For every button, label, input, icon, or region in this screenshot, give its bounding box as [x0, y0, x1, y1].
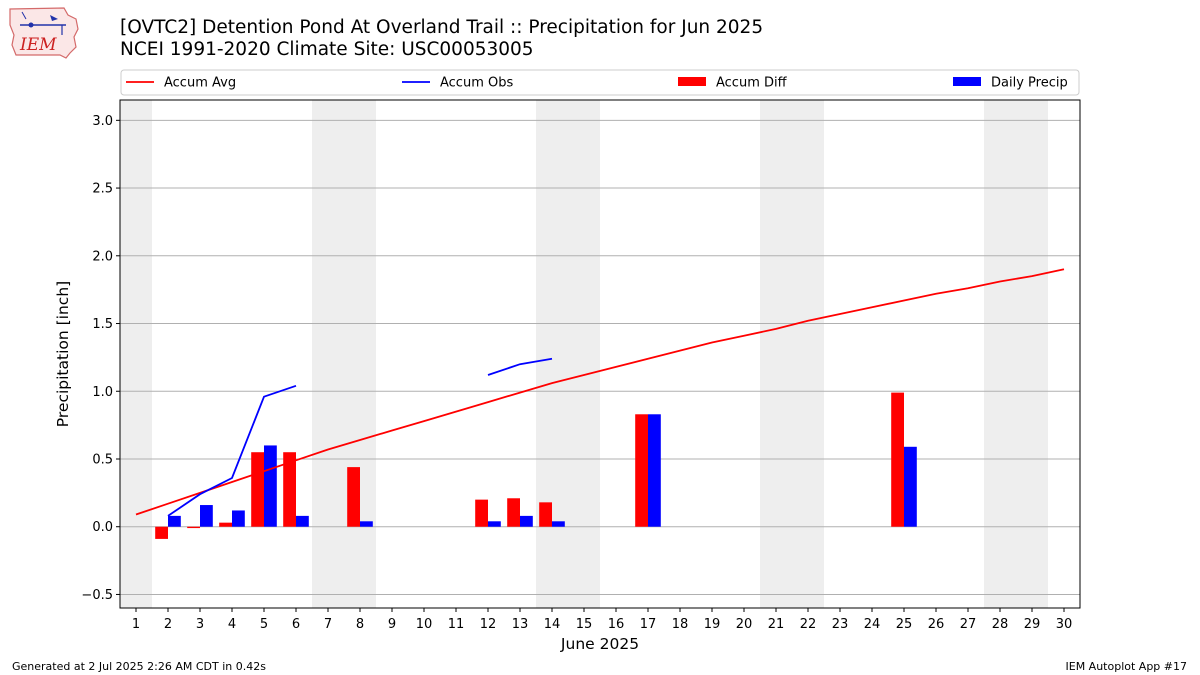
- weekend-band: [760, 100, 824, 608]
- legend-label: Accum Obs: [440, 76, 513, 91]
- x-tick-label: 15: [576, 617, 593, 632]
- accum-diff-bar: [251, 452, 264, 527]
- legend-box: [120, 69, 1080, 96]
- y-tick-label: 1.5: [92, 317, 113, 332]
- x-tick-label: 11: [448, 617, 465, 632]
- x-tick-label: 4: [228, 617, 236, 632]
- legend-label: Accum Diff: [716, 76, 788, 91]
- daily-precip-bar: [552, 521, 565, 527]
- app-credit: IEM Autoplot App #17: [1065, 660, 1188, 673]
- legend-label: Accum Avg: [164, 76, 236, 91]
- accum-obs-line: [487, 357, 553, 376]
- accum-diff-bar: [475, 499, 488, 527]
- x-tick-label: 9: [388, 617, 396, 632]
- x-tick-label: 30: [1056, 617, 1073, 632]
- x-tick-label: 29: [1024, 617, 1041, 632]
- x-tick-label: 8: [356, 617, 364, 632]
- daily-precip-bar: [168, 515, 181, 527]
- x-tick-label: 25: [896, 617, 913, 632]
- x-tick-label: 24: [864, 617, 881, 632]
- y-tick-label: 2.0: [92, 249, 113, 264]
- x-tick-label: 28: [992, 617, 1009, 632]
- x-tick-label: 7: [324, 617, 332, 632]
- legend-swatch-bar: [953, 77, 981, 86]
- accum-avg-line: [135, 268, 1065, 516]
- y-tick-label: 3.0: [92, 114, 113, 129]
- y-tick-label: 0.0: [92, 520, 113, 535]
- x-tick-label: 22: [800, 617, 817, 632]
- daily-precip-bar: [200, 505, 213, 527]
- x-tick-label: 1: [132, 617, 140, 632]
- x-tick-label: 3: [196, 617, 204, 632]
- x-tick-label: 20: [736, 617, 753, 632]
- x-tick-label: 10: [416, 617, 433, 632]
- y-tick-label: 0.5: [92, 452, 113, 467]
- y-tick-label: 2.5: [92, 182, 113, 197]
- legend-swatch-bar: [678, 77, 706, 86]
- weekend-band: [536, 100, 600, 608]
- x-tick-label: 16: [608, 617, 625, 632]
- x-tick-label: 17: [640, 617, 657, 632]
- daily-precip-bar: [296, 515, 309, 527]
- x-tick-label: 18: [672, 617, 689, 632]
- daily-precip-bar: [520, 515, 533, 527]
- x-tick-label: 2: [164, 617, 172, 632]
- accum-diff-bar: [635, 414, 648, 527]
- accum-diff-bar: [219, 522, 232, 527]
- x-tick-label: 14: [544, 617, 561, 632]
- svg-text:IEM: IEM: [19, 35, 57, 55]
- chart-title: [OVTC2] Detention Pond At Overland Trail…: [120, 17, 764, 38]
- x-tick-label: 5: [260, 617, 268, 632]
- plot-frame: [119, 99, 1081, 609]
- generated-timestamp: Generated at 2 Jul 2025 2:26 AM CDT in 0…: [12, 660, 266, 673]
- accum-diff-bar: [187, 526, 200, 529]
- daily-precip-bar: [904, 446, 917, 527]
- accum-diff-bar: [891, 392, 904, 527]
- weekend-band: [312, 100, 376, 608]
- x-tick-label: 26: [928, 617, 945, 632]
- legend-label: Daily Precip: [991, 76, 1068, 91]
- x-tick-label: 21: [768, 617, 785, 632]
- accum-diff-bar: [283, 452, 296, 527]
- accum-diff-bar: [155, 526, 168, 539]
- x-axis-label: June 2025: [560, 635, 639, 653]
- accum-diff-bar: [539, 502, 552, 527]
- iem-logo: IEM: [6, 5, 82, 59]
- weekend-band: [984, 100, 1048, 608]
- daily-precip-bar: [264, 445, 277, 527]
- x-tick-label: 19: [704, 617, 721, 632]
- y-tick-label: −0.5: [81, 588, 113, 603]
- x-tick-label: 23: [832, 617, 849, 632]
- accum-obs-line: [167, 384, 297, 517]
- daily-precip-bar: [232, 510, 245, 527]
- y-axis-label: Precipitation [inch]: [54, 281, 72, 427]
- accum-diff-bar: [507, 498, 520, 527]
- daily-precip-bar: [488, 521, 501, 527]
- x-tick-label: 12: [480, 617, 497, 632]
- x-tick-label: 13: [512, 617, 529, 632]
- chart-subtitle: NCEI 1991-2020 Climate Site: USC00053005: [120, 39, 534, 60]
- weekend-band: [120, 100, 152, 608]
- x-tick-label: 6: [292, 617, 300, 632]
- accum-diff-bar: [347, 467, 360, 527]
- y-tick-label: 1.0: [92, 385, 113, 400]
- daily-precip-bar: [360, 521, 373, 527]
- x-tick-label: 27: [960, 617, 977, 632]
- daily-precip-bar: [648, 414, 661, 527]
